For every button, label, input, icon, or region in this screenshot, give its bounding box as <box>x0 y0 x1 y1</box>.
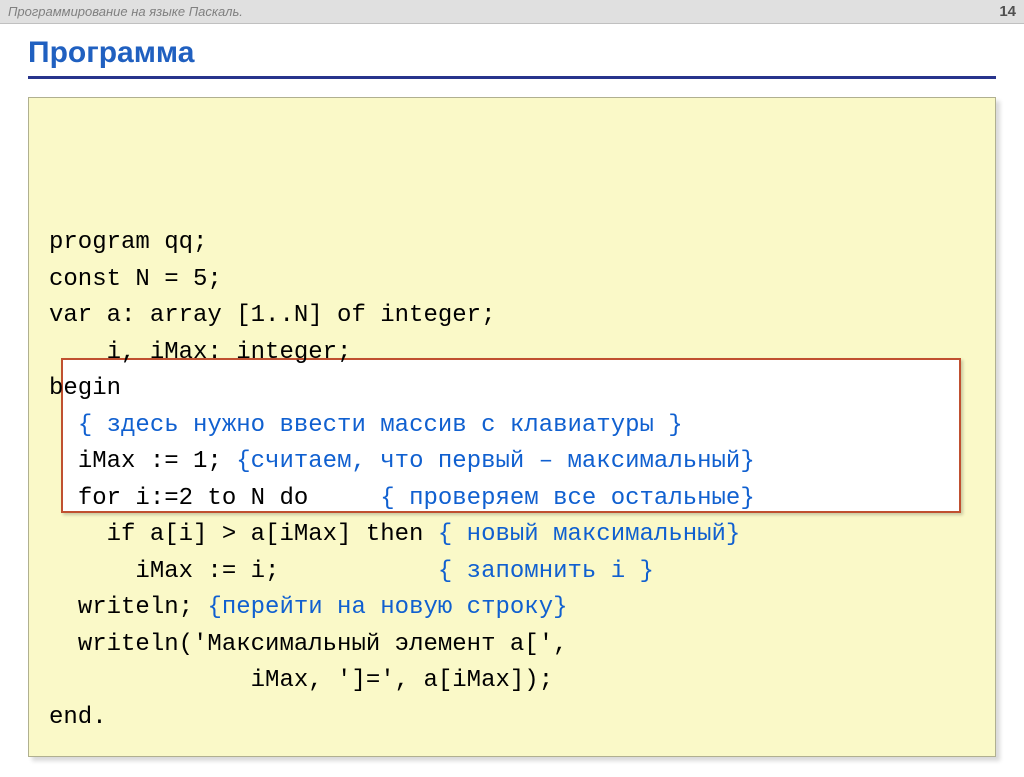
code-comment: {перейти на новую строку} <box>207 594 567 621</box>
slide-content: Программа program qq; const N = 5; var a: … <box>0 24 1024 777</box>
title-underline <box>28 76 996 79</box>
code-line: var a: array [1..N] of integer; <box>49 298 977 334</box>
code-line: iMax := i; { запомнить i } <box>49 554 977 590</box>
code-box: program qq; const N = 5; var a: array [1..… <box>28 97 996 757</box>
code-comment: { запомнить i } <box>438 558 654 585</box>
slide-title: Программа <box>28 36 996 70</box>
code-text: iMax, ']=', a[iMax]); <box>251 667 553 694</box>
code-text: if a[i] > a[iMax] then <box>107 521 438 548</box>
code-line: writeln; {перейти на новую строку} <box>49 590 977 626</box>
code-line: for i:=2 to N do { проверяем все остальн… <box>49 481 977 517</box>
code-text: iMax := i; <box>135 558 437 585</box>
code-comment: { проверяем все остальные} <box>380 485 754 512</box>
code-text: writeln('Максимальный элемент a[', <box>78 631 582 658</box>
code-comment: {считаем, что первый – максимальный} <box>236 448 754 475</box>
code-text: i, iMax: integer; <box>49 339 351 366</box>
code-line: { здесь нужно ввести массив с клавиатуры… <box>49 408 977 444</box>
page-number: 14 <box>999 3 1016 20</box>
code-line: if a[i] > a[iMax] then { новый максималь… <box>49 517 977 553</box>
code-text: iMax := 1; <box>78 448 236 475</box>
code-line: i, iMax: integer; <box>49 335 977 371</box>
header-bar: Программирование на языке Паскаль. 14 <box>0 0 1024 24</box>
code-text: writeln; <box>78 594 208 621</box>
header-title: Программирование на языке Паскаль. <box>8 4 243 19</box>
code-text: program qq; <box>49 229 207 256</box>
code-line: begin <box>49 371 977 407</box>
code-line: writeln('Максимальный элемент a[', <box>49 627 977 663</box>
code-line: iMax, ']=', a[iMax]); <box>49 663 977 699</box>
code-line: program qq; <box>49 225 977 261</box>
code-text: var a: array [1..N] of integer; <box>49 302 495 329</box>
code-comment: { новый максимальный} <box>438 521 740 548</box>
code-line: iMax := 1; {считаем, что первый – максим… <box>49 444 977 480</box>
code-line: const N = 5; <box>49 262 977 298</box>
code-text: begin <box>49 375 121 402</box>
code-text: const N = 5; <box>49 266 222 293</box>
code-text: for i:=2 to N do <box>78 485 380 512</box>
code-text: end. <box>49 704 107 731</box>
code-comment: { здесь нужно ввести массив с клавиатуры… <box>78 412 683 439</box>
code-line: end. <box>49 700 977 736</box>
